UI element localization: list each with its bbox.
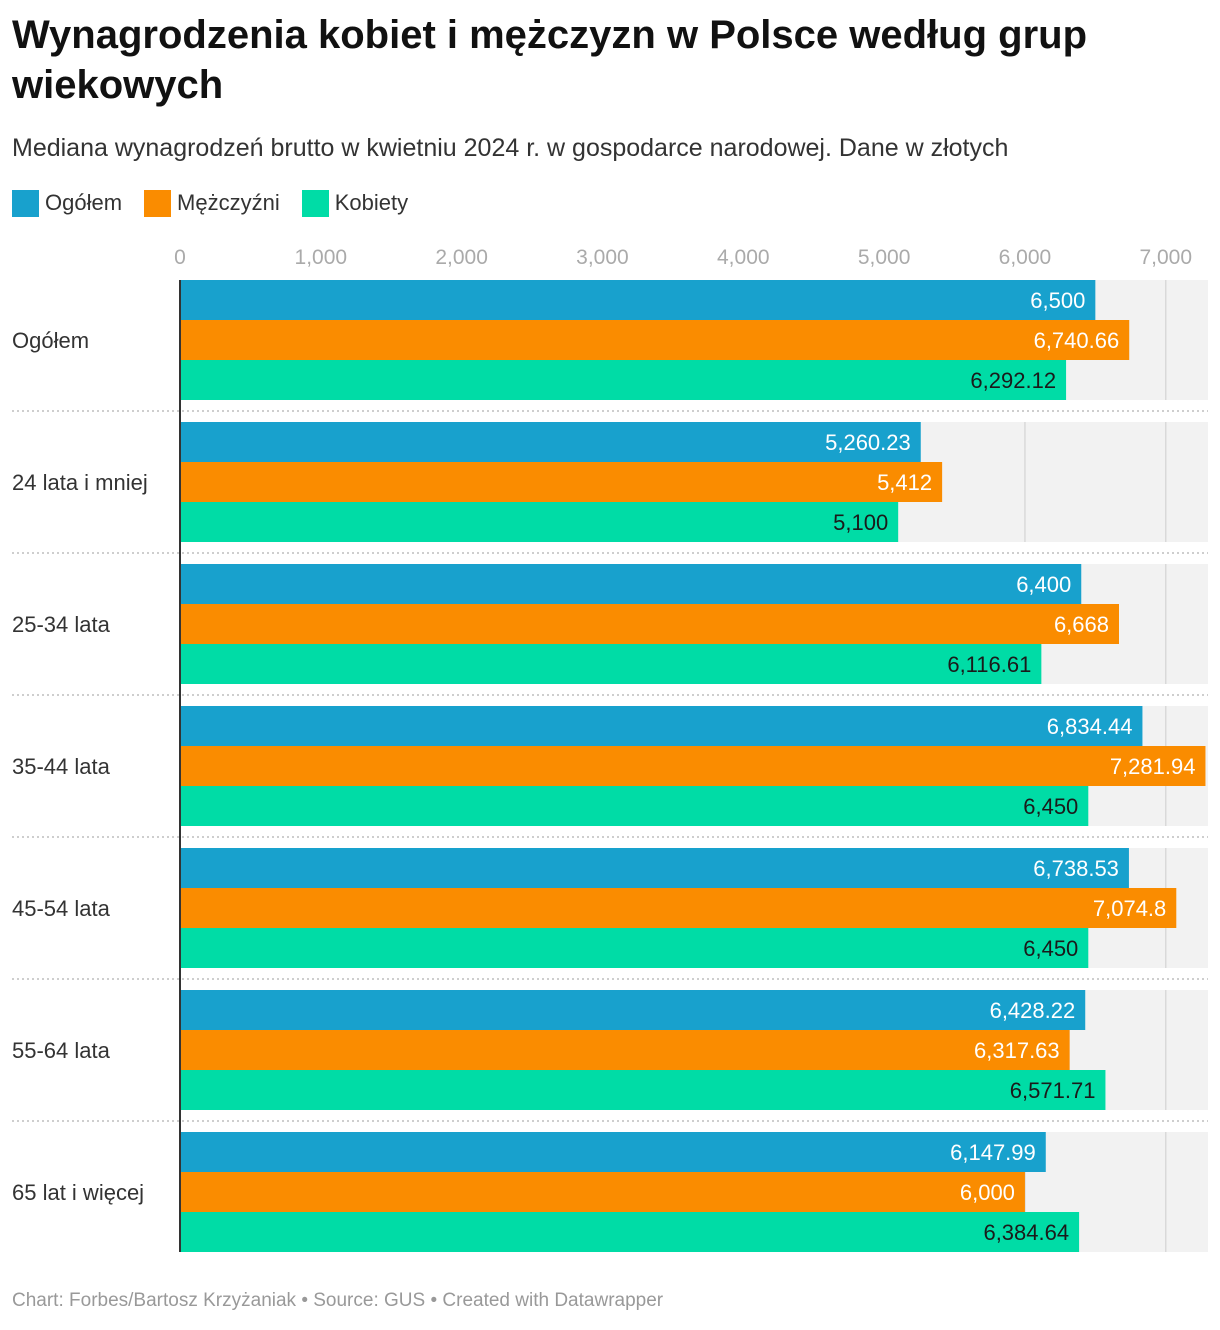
x-tick-label: 3,000 <box>576 246 629 269</box>
bar <box>180 1070 1106 1110</box>
bar-value-label: 5,412 <box>877 470 932 495</box>
bar <box>180 280 1096 320</box>
bar-value-label: 6,450 <box>1023 794 1078 819</box>
bar-value-label: 7,281.94 <box>1110 754 1196 779</box>
bar <box>180 848 1129 888</box>
bar-value-label: 6,740.66 <box>1034 328 1120 353</box>
bar <box>180 706 1143 746</box>
x-tick-label: 0 <box>174 246 186 269</box>
bar <box>180 360 1067 400</box>
bar-value-label: 6,834.44 <box>1047 714 1133 739</box>
bar <box>180 888 1177 928</box>
x-tick-label: 1,000 <box>295 246 348 269</box>
bar <box>180 422 921 462</box>
chart-subtitle: Mediana wynagrodzeń brutto w kwietniu 20… <box>12 134 1009 162</box>
x-tick-label: 2,000 <box>435 246 488 269</box>
bar <box>180 1030 1070 1070</box>
bar-value-label: 6,292.12 <box>970 368 1056 393</box>
bar <box>180 1172 1025 1212</box>
legend-label-ogolem: Ogółem <box>45 190 123 215</box>
bar-value-label: 6,116.61 <box>947 652 1031 677</box>
legend-swatch-mezczyzni <box>144 189 172 217</box>
legend-label-kobiety: Kobiety <box>334 190 409 215</box>
category-label: 45-54 lata <box>12 896 111 921</box>
bar-value-label: 6,400 <box>1016 572 1071 597</box>
legend: Ogółem Mężczyźni Kobiety <box>12 186 430 220</box>
bar <box>180 746 1206 786</box>
bar-value-label: 6,000 <box>960 1180 1015 1205</box>
bar-value-label: 5,260.23 <box>825 430 911 455</box>
bar <box>180 502 899 542</box>
bar <box>180 786 1089 826</box>
bar <box>180 928 1089 968</box>
category-label: 35-44 lata <box>12 754 111 779</box>
bar-value-label: 6,571.71 <box>1010 1078 1096 1103</box>
legend-item-mezczyzni: Mężczyźni <box>144 189 280 217</box>
bar-value-label: 6,500 <box>1030 288 1085 313</box>
legend-item-ogolem: Ogółem <box>12 189 123 217</box>
category-label: 55-64 lata <box>12 1038 111 1063</box>
legend-swatch-kobiety <box>301 189 329 217</box>
bar-value-label: 6,147.99 <box>950 1140 1036 1165</box>
x-tick-label: 5,000 <box>858 246 911 269</box>
bar-value-label: 6,384.64 <box>983 1220 1069 1245</box>
legend-swatch-ogolem <box>12 189 39 217</box>
chart-title: Wynagrodzenia kobiet i mężczyzn w Polsce… <box>12 13 1088 107</box>
bar-value-label: 6,317.63 <box>974 1038 1060 1063</box>
bar-value-label: 6,450 <box>1023 936 1078 961</box>
bar <box>180 1132 1046 1172</box>
bar <box>180 604 1120 644</box>
bar <box>180 462 943 502</box>
source-note: Chart: Forbes/Bartosz Krzyżaniak • Sourc… <box>12 1290 664 1311</box>
category-label: Ogółem <box>12 328 89 353</box>
x-tick-label: 7,000 <box>1139 246 1192 269</box>
bar <box>180 644 1042 684</box>
bar-value-label: 6,668 <box>1054 612 1109 637</box>
bar <box>180 1212 1080 1252</box>
x-tick-label: 6,000 <box>999 246 1052 269</box>
bar-chart: 0 1,000 2,000 3,000 4,000 5,000 6,000 7,000 Ogół… <box>12 246 1208 1252</box>
category-label: 65 lat i więcej <box>12 1180 144 1205</box>
bar <box>180 990 1086 1030</box>
bar <box>180 564 1082 604</box>
category-label: 24 lata i mniej <box>12 470 148 495</box>
legend-item-kobiety: Kobiety <box>301 189 409 217</box>
bar <box>180 320 1130 360</box>
category-label: 25-34 lata <box>12 612 111 637</box>
legend-label-mezczyzni: Mężczyźni <box>177 190 280 215</box>
bar-value-label: 6,738.53 <box>1033 856 1119 881</box>
bar-value-label: 6,428.22 <box>990 998 1076 1023</box>
bar-value-label: 7,074.8 <box>1093 896 1166 921</box>
bar-value-label: 5,100 <box>833 510 888 535</box>
x-tick-label: 4,000 <box>717 246 770 269</box>
